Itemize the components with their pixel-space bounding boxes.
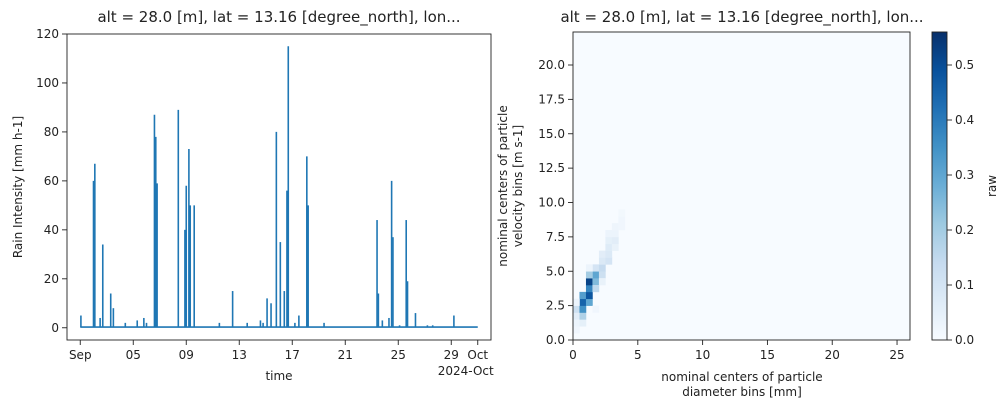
- heatmap-cell: [592, 264, 600, 272]
- heatmap-cell: [605, 236, 613, 245]
- left-x-tick-label: Oct: [467, 348, 488, 362]
- right-y-tick-label: 17.5: [538, 92, 565, 106]
- right-x-tick-label: 15: [760, 348, 775, 362]
- colorbar-tick-label: 0.3: [955, 168, 974, 182]
- heatmap-cell: [579, 312, 587, 320]
- left-y-tick-label: 120: [36, 27, 59, 41]
- left-chart-title: alt = 28.0 [m], lat = 13.16 [degree_nort…: [97, 8, 460, 27]
- velocity-diameter-heatmap-panel: alt = 28.0 [m], lat = 13.16 [degree_nort…: [496, 8, 924, 399]
- heatmap-cell: [573, 312, 580, 320]
- right-y-tick-label: 20.0: [538, 58, 565, 72]
- heatmap-cell: [605, 257, 613, 265]
- heatmap-cell: [579, 298, 587, 306]
- right-x-tick-label: 5: [634, 348, 642, 362]
- right-y-tick-label: 0.0: [546, 333, 565, 347]
- heatmap-cell: [585, 285, 593, 293]
- left-x-axis-label: time: [265, 369, 292, 383]
- right-x-tick-label: 25: [889, 348, 904, 362]
- left-x-tick-label: 29: [444, 348, 459, 362]
- right-y-tick-label: 2.5: [546, 299, 565, 313]
- heatmap-cell: [585, 278, 593, 286]
- heatmap-cell: [592, 271, 600, 279]
- colorbar-tick-label: 0.4: [955, 113, 974, 127]
- right-y-tick-label: 12.5: [538, 161, 565, 175]
- left-y-tick-label: 60: [44, 174, 59, 188]
- heatmap-cell: [598, 271, 606, 279]
- heatmap-cell: [611, 243, 619, 251]
- rain-intensity-panel: alt = 28.0 [m], lat = 13.16 [degree_nort…: [11, 8, 494, 383]
- left-y-tick-label: 0: [51, 321, 59, 335]
- right-y-axis-label-line1: nominal centers of particle: [496, 105, 510, 266]
- colorbar-tick-label: 0.2: [955, 223, 974, 237]
- colorbar-label: raw: [985, 175, 999, 197]
- heatmap-cell: [605, 243, 613, 251]
- left-x-tick-label: 05: [126, 348, 141, 362]
- heatmap-background: [573, 32, 910, 340]
- heatmap-cell: [579, 305, 587, 313]
- colorbar-gradient: [931, 31, 948, 341]
- heatmap-cell: [618, 209, 626, 217]
- right-y-tick-label: 5.0: [546, 264, 565, 278]
- heatmap-cells: [573, 209, 626, 334]
- heatmap-cell: [598, 264, 606, 272]
- heatmap-cell: [573, 319, 580, 327]
- left-axes: 0 20 40 60 80 100 120 Sep 05 09 13 17 21 25 29 Oct 2024-…: [36, 27, 494, 378]
- heatmap-cell: [605, 230, 613, 238]
- left-y-tick-label: 100: [36, 76, 59, 90]
- left-x-tick-label: 09: [179, 348, 194, 362]
- right-y-axis-label-line2: velocity bins [m s-1]: [511, 125, 525, 247]
- left-y-tick-label: 80: [44, 125, 59, 139]
- heatmap-cell: [598, 250, 606, 258]
- heatmap-cell: [579, 319, 587, 327]
- left-y-tick-label: 40: [44, 223, 59, 237]
- right-y-tick-label: 7.5: [546, 230, 565, 244]
- heatmap-cell: [592, 305, 600, 313]
- left-series-rain-intensity: [80, 46, 478, 328]
- right-axes: 0 5 10 15 20 25 0.0 2.5 5.0 7.5 10.0 12.5 15.0 17.5 20…: [538, 58, 904, 362]
- colorbar-tick-label: 0.1: [955, 278, 974, 292]
- left-y-tick-label: 20: [44, 272, 59, 286]
- heatmap-cell: [573, 305, 580, 313]
- left-x-tick-label: 17: [285, 348, 300, 362]
- heatmap-cell: [573, 298, 580, 306]
- heatmap-cell: [585, 264, 593, 272]
- left-x-tick-label: 21: [338, 348, 353, 362]
- right-x-tick-label: 0: [569, 348, 577, 362]
- right-x-axis-label-line2: diameter bins [mm]: [682, 385, 802, 399]
- heatmap-cell: [585, 291, 593, 300]
- left-x-tick-label: 25: [391, 348, 406, 362]
- colorbar-tick-label: 0.0: [955, 333, 974, 347]
- left-x-tick-label: 13: [232, 348, 247, 362]
- right-x-tick-label: 10: [695, 348, 710, 362]
- right-x-tick-label: 20: [825, 348, 840, 362]
- heatmap-cell: [618, 216, 626, 224]
- heatmap-cell: [592, 285, 600, 293]
- heatmap-cell: [579, 291, 587, 300]
- right-y-tick-label: 10.0: [538, 196, 565, 210]
- heatmap-cell: [585, 271, 593, 279]
- left-x-tick-label: Sep: [69, 348, 92, 362]
- right-chart-title: alt = 28.0 [m], lat = 13.16 [degree_nort…: [560, 8, 923, 27]
- heatmap-cell: [598, 257, 606, 265]
- left-plot-frame: [66, 33, 492, 341]
- heatmap-cell: [611, 223, 619, 231]
- heatmap-cell: [605, 250, 613, 258]
- right-x-axis-label-line1: nominal centers of particle: [661, 370, 822, 384]
- heatmap-cell: [611, 230, 619, 238]
- left-y-axis-label: Rain Intensity [mm h-1]: [11, 116, 25, 258]
- colorbar-ticks: 0.0 0.1 0.2 0.3 0.4 0.5: [947, 58, 974, 347]
- heatmap-cell: [618, 223, 626, 231]
- left-x-tick-sublabel: 2024-Oct: [438, 364, 494, 378]
- heatmap-cell: [592, 278, 600, 286]
- right-plot-frame: [572, 31, 911, 341]
- heatmap-cell: [611, 236, 619, 245]
- heatmap-cell: [585, 298, 593, 306]
- right-y-tick-label: 15.0: [538, 127, 565, 141]
- colorbar-tick-label: 0.5: [955, 58, 974, 72]
- heatmap-cell: [573, 326, 580, 334]
- heatmap-cell: [598, 278, 606, 286]
- colorbar: 0.0 0.1 0.2 0.3 0.4 0.5 raw: [931, 31, 999, 347]
